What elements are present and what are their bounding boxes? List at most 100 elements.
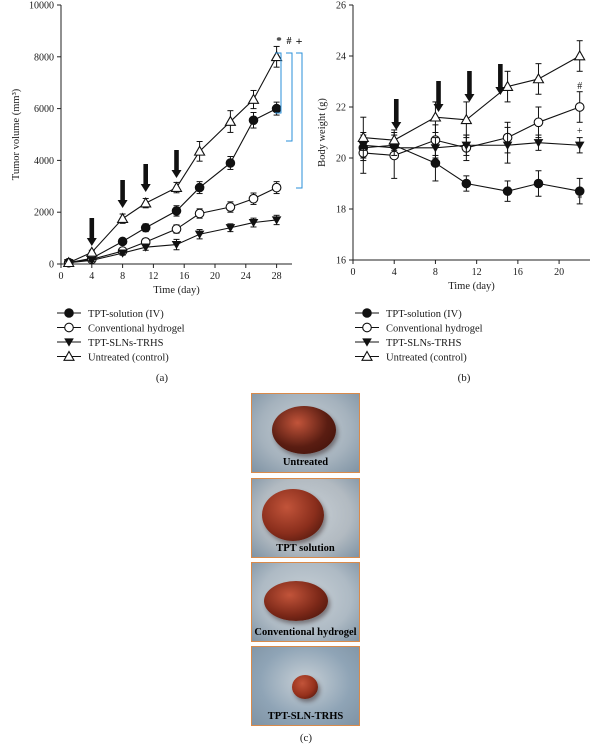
data-point [271, 182, 282, 193]
data-point [574, 141, 585, 150]
y-tick-label: 26 [336, 1, 346, 12]
data-point [171, 206, 182, 216]
data-point [116, 212, 129, 224]
y-tick-label: 0 [49, 260, 54, 271]
data-point [461, 141, 472, 150]
x-tick-label: 8 [433, 267, 438, 278]
data-point [502, 141, 513, 150]
data-point [533, 178, 544, 189]
data-point [502, 186, 513, 196]
significance-mark: * [276, 35, 282, 47]
data-point [140, 222, 151, 233]
photo-tpt-solution: TPT solution [251, 478, 360, 558]
significance-mark: * [577, 194, 582, 205]
y-tick-label: 16 [336, 256, 346, 267]
data-point [430, 144, 441, 153]
series-line [68, 108, 277, 264]
series-line [68, 187, 277, 264]
x-tick-label: 8 [120, 271, 125, 282]
data-point [248, 115, 259, 126]
legend-marker [361, 350, 373, 361]
x-tick-label: 16 [513, 267, 523, 278]
dose-arrow [86, 218, 97, 246]
data-point [460, 113, 473, 125]
dose-arrow [391, 99, 402, 130]
x-tick-label: 4 [392, 267, 397, 278]
data-point [430, 158, 441, 168]
x-tick-label: 12 [148, 271, 158, 282]
legend-marker [64, 308, 74, 318]
significance-mark: + [296, 34, 303, 48]
data-point [501, 80, 514, 91]
data-point [533, 139, 544, 148]
x-tick-label: 4 [89, 271, 94, 282]
photo-label-tpt-sln-trhs: TPT-SLN-TRHS [267, 711, 344, 722]
legend-label: Conventional hydrogel [386, 323, 483, 334]
data-point [170, 181, 183, 192]
dose-arrow [140, 164, 151, 192]
y-tick-label: 10000 [29, 1, 54, 12]
data-point [117, 249, 128, 258]
dose-arrow [171, 150, 182, 178]
dose-arrow [117, 180, 128, 208]
legend-label: TPT-solution (IV) [386, 309, 462, 320]
data-point [225, 224, 236, 233]
panel-label-c: (c) [300, 732, 313, 744]
data-point [461, 178, 472, 189]
dose-arrow [433, 81, 444, 112]
data-point [194, 182, 205, 193]
data-point [225, 158, 236, 168]
data-point [248, 193, 259, 204]
tumor-specimen [264, 581, 328, 621]
significance-bracket [296, 52, 303, 189]
x-tick-label: 28 [272, 271, 282, 282]
data-point [224, 115, 237, 126]
data-point [140, 243, 151, 252]
x-tick-label: 12 [472, 267, 482, 278]
data-point [87, 256, 97, 265]
panel-label-a: (a) [156, 372, 169, 384]
data-point [573, 49, 586, 61]
x-tick-label: 16 [179, 271, 189, 282]
x-tick-label: 20 [210, 271, 220, 282]
tumor-specimen [292, 675, 318, 699]
data-point [248, 218, 259, 228]
x-axis-title: Time (day) [153, 285, 200, 296]
data-point [270, 50, 283, 62]
x-tick-label: 0 [59, 271, 64, 282]
panel-label-b: (b) [458, 372, 471, 384]
data-point [171, 224, 182, 234]
tumor-specimen [272, 406, 336, 454]
data-point [357, 131, 370, 142]
legend-label: Untreated (control) [88, 352, 169, 363]
data-point [574, 186, 585, 196]
tumor-volume-chart: 0 4 8 12 16 20 24 28 0 2000 4000 6000 8000 10000 Time … [11, 1, 303, 297]
x-tick-label: 24 [241, 271, 251, 282]
significance-mark: # [287, 36, 292, 47]
photo-untreated: Untreated [251, 393, 360, 473]
y-tick-label: 6000 [34, 104, 54, 115]
legend-marker [64, 338, 74, 347]
legend-label: TPT-SLNs-TRHS [88, 338, 164, 349]
y-axis-title: Tumor volume (mm³) [11, 88, 22, 180]
legend-marker [362, 338, 372, 347]
body-weight-chart: 0 4 8 12 16 20 16 18 20 22 24 26 Time (day) Body weig… [317, 1, 590, 292]
data-point [271, 216, 282, 225]
legend-b: TPT-solution (IV) Conventional hydrogel TP… [355, 308, 483, 363]
data-point [194, 208, 205, 219]
legend-marker [362, 322, 372, 333]
legend-marker [362, 308, 372, 318]
x-tick-label: 20 [554, 267, 564, 278]
photo-label-tpt-solution: TPT solution [276, 543, 335, 554]
significance-bracket [286, 52, 293, 142]
y-axis-title: Body weight (g) [317, 98, 328, 167]
y-tick-label: 24 [336, 52, 346, 63]
data-point [271, 103, 282, 114]
tumor-specimen [262, 489, 324, 541]
data-point [194, 230, 205, 239]
legend-label: Untreated (control) [386, 352, 467, 363]
legend-a: TPT-solution (IV) Conventional hydrogel TP… [57, 308, 185, 363]
data-point [429, 111, 442, 122]
data-point [388, 134, 401, 145]
